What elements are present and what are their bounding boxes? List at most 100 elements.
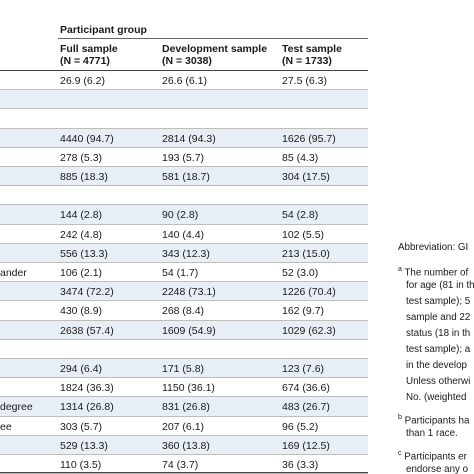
table-row: 144 (2.8) 90 (2.8) 54 (2.8) bbox=[0, 205, 368, 225]
full-sample-value: 242 (4.8) bbox=[60, 228, 103, 241]
column-name: Development sample bbox=[162, 43, 268, 55]
footnote-marker: b bbox=[398, 414, 402, 421]
table-row: 556 (13.3) 343 (12.3) 213 (15.0) bbox=[0, 243, 368, 263]
full-sample-value: 144 (2.8) bbox=[60, 209, 103, 222]
footnote-line: than 1 race. bbox=[406, 426, 458, 442]
footnote-line: status (18 in th bbox=[406, 326, 470, 342]
development-sample-value: 207 (6.1) bbox=[162, 420, 205, 433]
development-sample-value: 74 (3.7) bbox=[162, 459, 199, 471]
footnote-text: test sample); a bbox=[406, 344, 471, 355]
development-sample-value: 90 (2.8) bbox=[162, 209, 199, 222]
full-sample-value: 26.9 (6.2) bbox=[60, 75, 105, 87]
table-row: 885 (18.3) 581 (18.7) 304 (17.5) bbox=[0, 167, 368, 187]
test-sample-value: 169 (12.5) bbox=[282, 439, 330, 452]
table-row: 278 (5.3) 193 (5.7) 85 (4.3) bbox=[0, 148, 368, 167]
table-row: ee 303 (5.7) 207 (6.1) 96 (5.2) bbox=[0, 417, 368, 436]
development-sample-value: 54 (1.7) bbox=[162, 267, 199, 279]
footnote-marker: a bbox=[398, 266, 402, 273]
test-sample-value: 123 (7.6) bbox=[282, 363, 325, 375]
development-sample-value: 581 (18.7) bbox=[162, 171, 210, 183]
test-sample-value: 1626 (95.7) bbox=[282, 132, 336, 145]
row-label: ee bbox=[0, 420, 12, 433]
full-sample-value: 529 (13.3) bbox=[60, 439, 108, 452]
full-sample-value: 1824 (36.3) bbox=[60, 382, 114, 395]
table-row: 2638 (57.4) 1609 (54.9) 1029 (62.3) bbox=[0, 320, 368, 340]
table-row: 4440 (94.7) 2814 (94.3) 1626 (95.7) bbox=[0, 128, 368, 148]
footnote-text: status (18 in th bbox=[406, 328, 471, 339]
test-sample-value: 52 (3.0) bbox=[282, 267, 319, 279]
development-sample-value: 140 (4.4) bbox=[162, 228, 205, 241]
column-n: (N = 4771) bbox=[60, 55, 110, 67]
column-header-test-sample: Test sample (N = 1733) bbox=[282, 43, 342, 67]
development-sample-value: 2814 (94.3) bbox=[162, 132, 216, 145]
development-sample-value: 360 (13.8) bbox=[162, 439, 210, 452]
development-sample-value: 831 (26.8) bbox=[162, 401, 210, 414]
full-sample-value: 106 (2.1) bbox=[60, 267, 103, 279]
full-sample-value: 110 (3.5) bbox=[60, 459, 102, 471]
full-sample-value: 4440 (94.7) bbox=[60, 132, 114, 145]
table-row bbox=[0, 109, 368, 129]
development-sample-value: 268 (8.4) bbox=[162, 305, 205, 318]
column-name: Full sample bbox=[60, 43, 118, 55]
footnote-text: Participants er bbox=[404, 451, 467, 463]
footnote-line: test sample); a bbox=[406, 342, 470, 358]
footnote-line: Unless otherwi bbox=[406, 374, 470, 390]
full-sample-value: 2638 (57.4) bbox=[60, 324, 114, 337]
footnote-text: for age (81 in th bbox=[406, 280, 474, 291]
table-row bbox=[0, 90, 368, 110]
column-header-full-sample: Full sample (N = 4771) bbox=[60, 43, 118, 67]
table-row: 529 (13.3) 360 (13.8) 169 (12.5) bbox=[0, 435, 368, 455]
test-sample-value: 1029 (62.3) bbox=[282, 324, 336, 337]
full-sample-value: 278 (5.3) bbox=[60, 151, 103, 164]
row-label: ander bbox=[0, 267, 27, 279]
development-sample-value: 193 (5.7) bbox=[162, 151, 205, 164]
test-sample-value: 304 (17.5) bbox=[282, 171, 330, 183]
footnote-line: b Participants ha bbox=[398, 410, 469, 429]
footnote-line: c Participants er bbox=[398, 446, 467, 465]
test-sample-value: 483 (26.7) bbox=[282, 401, 330, 414]
test-sample-value: 96 (5.2) bbox=[282, 420, 319, 433]
table-row: 26.9 (6.2) 26.6 (6.1) 27.5 (6.3) bbox=[0, 71, 368, 91]
test-sample-value: 27.5 (6.3) bbox=[282, 75, 327, 87]
full-sample-value: 556 (13.3) bbox=[60, 247, 108, 260]
development-sample-value: 26.6 (6.1) bbox=[162, 75, 207, 87]
development-sample-value: 1150 (36.1) bbox=[162, 382, 215, 395]
footnote-text: endorse any o bbox=[406, 464, 469, 474]
test-sample-value: 1226 (70.4) bbox=[282, 286, 336, 299]
footnote-line: in the develop bbox=[406, 358, 467, 374]
table-row: 3474 (72.2) 2248 (73.1) 1226 (70.4) bbox=[0, 282, 368, 302]
footnote-line: test sample); 5 bbox=[406, 294, 470, 310]
table-row: degree 1314 (26.8) 831 (26.8) 483 (26.7) bbox=[0, 397, 368, 417]
footnote-text: The number of bbox=[404, 267, 469, 279]
footnote-line: sample and 22 bbox=[406, 310, 470, 326]
test-sample-value: 162 (9.7) bbox=[282, 305, 325, 318]
test-sample-value: 213 (15.0) bbox=[282, 247, 330, 260]
footnote-marker: c bbox=[398, 450, 402, 457]
row-label: degree bbox=[0, 401, 33, 414]
group-header: Participant group bbox=[58, 16, 368, 39]
full-sample-value: 3474 (72.2) bbox=[60, 286, 114, 299]
table-row: 1824 (36.3) 1150 (36.1) 674 (36.6) bbox=[0, 378, 368, 398]
development-sample-value: 171 (5.8) bbox=[162, 363, 205, 375]
footnote-text: than 1 race. bbox=[406, 428, 458, 439]
footnote-line: a The number of bbox=[398, 262, 468, 281]
full-sample-value: 303 (5.7) bbox=[60, 420, 103, 433]
table-row bbox=[0, 340, 368, 359]
column-header-development-sample: Development sample (N = 3038) bbox=[162, 43, 267, 67]
table-row bbox=[0, 186, 368, 206]
footnote-text: No. (weighted bbox=[406, 392, 467, 403]
footnote-text: Participants ha bbox=[404, 415, 470, 427]
footnote-text: Abbreviation: GI bbox=[398, 242, 469, 253]
development-sample-value: 1609 (54.9) bbox=[162, 324, 216, 337]
header-divider bbox=[0, 70, 368, 71]
table-row: ander 106 (2.1) 54 (1.7) 52 (3.0) bbox=[0, 263, 368, 283]
column-name: Test sample bbox=[282, 43, 342, 55]
footnote-line: endorse any o bbox=[406, 462, 468, 474]
column-n: (N = 1733) bbox=[282, 55, 332, 67]
test-sample-value: 36 (3.3) bbox=[282, 459, 319, 471]
full-sample-value: 1314 (26.8) bbox=[60, 401, 114, 414]
full-sample-value: 430 (8.9) bbox=[60, 305, 103, 318]
full-sample-value: 294 (6.4) bbox=[60, 363, 103, 375]
footnote-line: No. (weighted bbox=[406, 390, 466, 406]
